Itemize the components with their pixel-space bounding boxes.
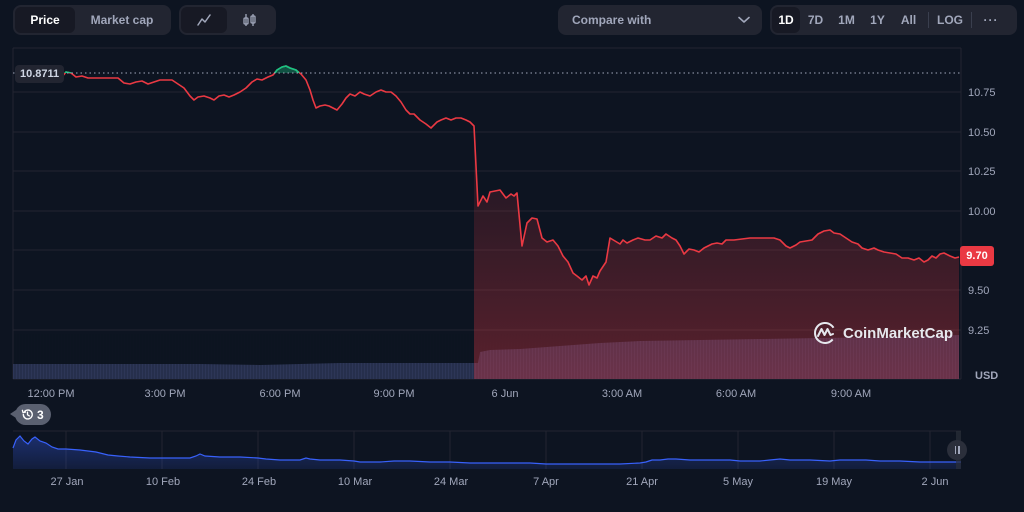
range-1d[interactable]: 1D — [772, 7, 800, 33]
line-chart-icon — [197, 14, 211, 26]
svg-text:27 Jan: 27 Jan — [50, 476, 83, 488]
price-chart[interactable]: 10.75 10.50 10.25 10.00 9.50 9.25 12:00 … — [0, 40, 1024, 512]
svg-text:9.50: 9.50 — [968, 285, 989, 297]
currency-label: USD — [975, 370, 999, 382]
history-icon — [21, 409, 33, 420]
y-axis: 10.75 10.50 10.25 10.00 9.50 9.25 — [968, 87, 996, 337]
grip-line — [954, 446, 956, 454]
svg-text:5 May: 5 May — [723, 476, 753, 488]
svg-text:9:00 PM: 9:00 PM — [374, 388, 415, 400]
range-1m[interactable]: 1M — [838, 13, 855, 27]
open-price-label: 10.8711 — [15, 65, 65, 83]
svg-text:6:00 AM: 6:00 AM — [716, 388, 756, 400]
price-line — [60, 65, 960, 286]
svg-text:2 Jun: 2 Jun — [922, 476, 949, 488]
svg-text:10.50: 10.50 — [968, 127, 996, 139]
svg-text:10 Feb: 10 Feb — [146, 476, 180, 488]
svg-text:3:00 AM: 3:00 AM — [602, 388, 642, 400]
watermark-text: CoinMarketCap — [843, 324, 954, 342]
chevron-down-icon — [738, 16, 750, 23]
svg-text:3:00 PM: 3:00 PM — [145, 388, 186, 400]
tab-price[interactable]: Price — [15, 7, 75, 33]
time-range-toggle: 1D 7D 1M 1Y All LOG ··· — [770, 5, 1017, 35]
divider — [971, 12, 972, 28]
candlestick-icon — [243, 14, 256, 26]
svg-text:24 Feb: 24 Feb — [242, 476, 276, 488]
log-scale-button[interactable]: LOG — [937, 13, 963, 27]
history-badge[interactable]: 3 — [10, 404, 51, 425]
history-count: 3 — [37, 407, 44, 422]
svg-text:12:00 PM: 12:00 PM — [27, 388, 74, 400]
svg-text:6:00 PM: 6:00 PM — [260, 388, 301, 400]
svg-text:10 Mar: 10 Mar — [338, 476, 373, 488]
tab-market-cap[interactable]: Market cap — [90, 13, 154, 27]
compare-with-label: Compare with — [572, 13, 652, 27]
x-axis: 12:00 PM 3:00 PM 6:00 PM 9:00 PM 6 Jun 3… — [27, 388, 871, 400]
svg-text:21 Apr: 21 Apr — [626, 476, 658, 488]
svg-text:24 Mar: 24 Mar — [434, 476, 469, 488]
range-1y[interactable]: 1Y — [870, 13, 885, 27]
navigator-line — [12, 435, 961, 465]
svg-text:10.75: 10.75 — [968, 87, 996, 99]
svg-text:19 May: 19 May — [816, 476, 853, 488]
grip-line — [958, 446, 960, 454]
svg-text:6 Jun: 6 Jun — [492, 388, 519, 400]
svg-text:10.25: 10.25 — [968, 166, 996, 178]
navigator-area — [13, 436, 961, 469]
line-chart-button[interactable] — [181, 7, 227, 33]
range-navigator[interactable] — [12, 430, 961, 469]
candlestick-chart-button[interactable] — [227, 7, 273, 33]
coinmarketcap-logo-icon — [814, 322, 836, 344]
svg-text:7 Apr: 7 Apr — [533, 476, 559, 488]
svg-text:10.00: 10.00 — [968, 206, 996, 218]
svg-text:9:00 AM: 9:00 AM — [831, 388, 871, 400]
more-options-button[interactable]: ··· — [983, 13, 999, 27]
coinmarketcap-watermark: CoinMarketCap — [813, 321, 953, 345]
range-all[interactable]: All — [900, 13, 917, 27]
navigator-drag-handle[interactable] — [947, 440, 967, 460]
range-7d[interactable]: 7D — [807, 13, 824, 27]
last-price-label: 9.70 — [960, 246, 994, 266]
chart-type-toggle — [179, 5, 276, 35]
divider — [928, 12, 929, 28]
price-line-above-open — [64, 65, 300, 73]
svg-text:9.25: 9.25 — [968, 325, 989, 337]
navigator-x-axis: 27 Jan 10 Feb 24 Feb 10 Mar 24 Mar 7 Apr… — [50, 476, 948, 488]
chart-toolbar: Price Market cap Compare with 1D 7D 1M 1… — [0, 0, 1024, 40]
price-area-fill — [474, 126, 959, 379]
price-type-toggle: Price Market cap — [13, 5, 171, 35]
compare-with-dropdown[interactable]: Compare with — [558, 5, 762, 35]
